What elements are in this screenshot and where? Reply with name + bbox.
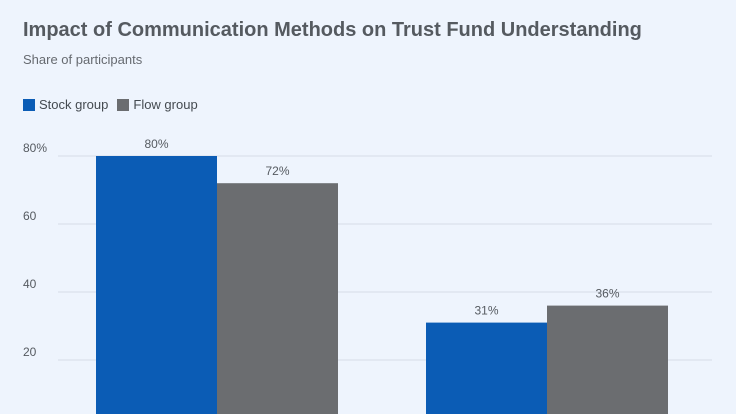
- bar-flow-group: [547, 305, 668, 414]
- y-tick-label: 80%: [23, 141, 47, 155]
- legend-item-stock: Stock group: [23, 97, 108, 112]
- y-axis-ticks: 20 40 60 80%: [23, 141, 47, 359]
- bar-data-label: 72%: [265, 164, 289, 178]
- bar-data-label: 36%: [595, 287, 619, 301]
- legend-swatch-stock: [23, 98, 35, 111]
- chart-title: Impact of Communication Methods on Trust…: [23, 19, 642, 41]
- y-tick-label: 20: [23, 345, 37, 359]
- legend-swatch-flow: [117, 98, 130, 111]
- legend-label-stock: Stock group: [39, 97, 109, 112]
- bar-stock-group: [96, 156, 217, 414]
- chart-subtitle: Share of participants: [23, 52, 143, 67]
- bar-data-label: 31%: [474, 304, 498, 318]
- legend-label-flow: Flow group: [133, 97, 198, 112]
- y-tick-label: 40: [23, 277, 37, 291]
- bars: [96, 156, 668, 414]
- y-tick-label: 60: [23, 209, 37, 223]
- data-labels: 80% 31% 72% 36%: [144, 137, 619, 318]
- bar-stock-group: [426, 322, 547, 414]
- legend: Stock group Flow group: [23, 97, 207, 112]
- bar-flow-group: [217, 183, 338, 414]
- bar-data-label: 80%: [144, 137, 168, 151]
- legend-item-flow: Flow group: [117, 97, 198, 112]
